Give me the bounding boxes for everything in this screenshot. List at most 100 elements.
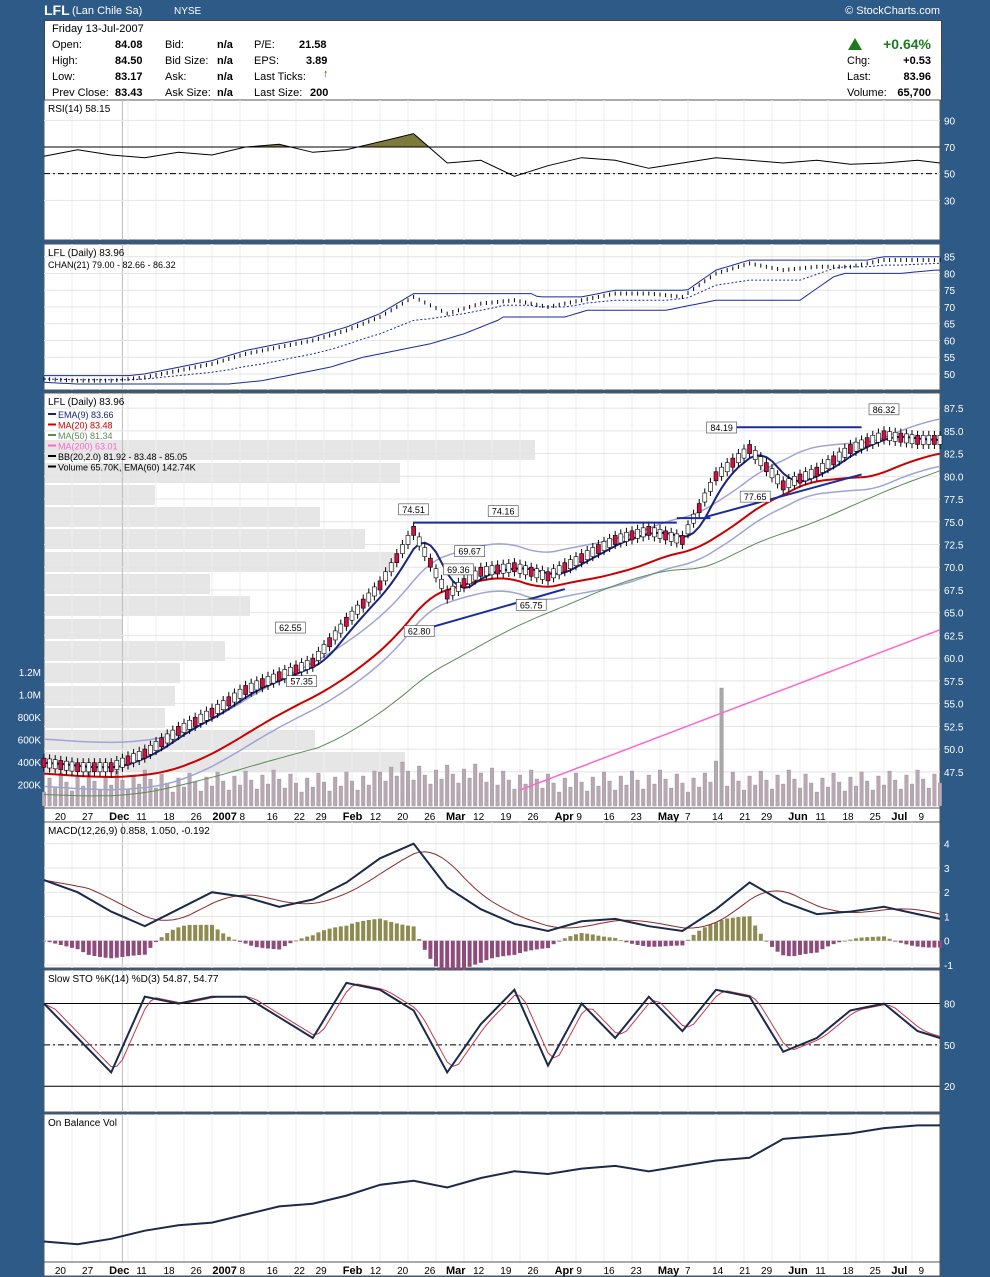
macd-histogram-bar [182, 925, 186, 941]
volume-bar [378, 771, 382, 807]
candle-body [58, 760, 64, 770]
chg-label: Chg: [847, 55, 871, 67]
price-annotation-box [706, 421, 737, 434]
macd-histogram-bar [579, 933, 584, 941]
volume-bar [288, 773, 293, 807]
macd-histogram-bar [361, 920, 366, 941]
date-tick-label: 11 [136, 812, 147, 823]
candle-body [260, 678, 265, 689]
volume-bar [842, 790, 847, 807]
volume-bar [758, 770, 763, 807]
candle-body [640, 527, 646, 538]
candle-body [836, 451, 842, 462]
volume-bar [596, 785, 601, 807]
macd-histogram-bar [546, 940, 550, 949]
volume-tick-label: 600K [18, 736, 42, 747]
volume-bar [926, 787, 931, 807]
candle-body [80, 762, 86, 773]
candle-body [181, 723, 187, 733]
macd-histogram-bar [64, 940, 69, 947]
y-tick-label: 1 [944, 912, 950, 923]
macd-histogram-bar [540, 940, 545, 949]
exchange: NYSE [174, 6, 202, 17]
symbol: LFL [44, 2, 70, 18]
macd-histogram-bar [445, 940, 450, 977]
date-tick-label: 22 [294, 812, 306, 823]
y-tick-label: 70.0 [944, 563, 964, 574]
volume-bar [372, 770, 377, 807]
candle-body [220, 700, 226, 710]
date-tick-label: 20 [397, 1266, 409, 1277]
volume-bar [669, 787, 674, 807]
candle-body [612, 535, 618, 545]
y-tick-label: 82.5 [944, 450, 964, 461]
obv-line [43, 1124, 940, 1246]
date-tick-label: 26 [191, 812, 203, 823]
volume-bar [882, 784, 886, 807]
date-tick-label: Feb [343, 1265, 363, 1277]
volume-bar [910, 783, 914, 807]
candle-body [842, 447, 848, 458]
y-tick-label: 85 [944, 253, 956, 264]
candle-body [243, 685, 248, 695]
open-label: Open: [52, 39, 82, 51]
candle-body [321, 644, 327, 654]
candle-body [310, 657, 316, 668]
price-annotation: 62.55 [279, 623, 302, 633]
bollinger-upper-line [43, 418, 941, 744]
candle-body [764, 462, 769, 473]
date-tick-label: 12 [473, 1266, 485, 1277]
candle-body [153, 741, 159, 751]
date-tick-label: Apr [555, 811, 575, 823]
date-tick-label: 26 [527, 1266, 539, 1277]
date-tick-label: Jun [788, 1265, 808, 1277]
candle-body [898, 432, 904, 443]
candle-body [500, 563, 506, 574]
volume-bar [204, 776, 209, 807]
macd-histogram-bar [148, 940, 153, 948]
date-tick-label: 8 [240, 812, 246, 823]
price-legend-item: BB(20,2.0) 81.92 - 83.48 - 85.05 [58, 452, 187, 462]
candle-body [657, 529, 663, 539]
volume-bar [803, 773, 808, 807]
candle-body [254, 680, 260, 691]
macd-histogram-bar [406, 925, 410, 941]
y-tick-label: 4 [944, 840, 950, 851]
credit-link[interactable]: © StockCharts.com [845, 5, 940, 17]
y-tick-label: 80.0 [944, 472, 964, 483]
macd-histogram-bar [837, 940, 842, 943]
date-tick-label: 20 [55, 1266, 67, 1277]
trend-line [704, 473, 862, 519]
candle-body [915, 435, 920, 445]
macd-histogram-bar [848, 939, 853, 941]
macd-histogram-bar [792, 940, 797, 957]
volume-bar [277, 778, 282, 807]
panel-title: Slow STO %K(14) %D(3) 54.87, 54.77 [48, 974, 219, 985]
candle-body [780, 480, 786, 491]
last-label: Last: [847, 71, 871, 83]
candle-body [708, 482, 713, 492]
volume-bar [870, 789, 875, 807]
candle-body [64, 760, 69, 771]
candle-body [629, 530, 635, 541]
macd-histogram-bar [658, 940, 662, 947]
candle-body [52, 759, 58, 770]
y-tick-label: 65.0 [944, 609, 964, 620]
volume-bar [742, 789, 746, 807]
macd-histogram-bar [820, 940, 825, 950]
volume-bar [770, 788, 774, 807]
volume-bar [238, 784, 242, 807]
last-value: 83.96 [903, 71, 931, 83]
macd-histogram-bar [596, 935, 601, 941]
volume-bar [562, 777, 567, 807]
macd-histogram-bar [613, 937, 618, 941]
price-annotation-box [515, 599, 547, 611]
channel-lower-line [43, 269, 940, 385]
price-annotation: 69.36 [447, 565, 470, 575]
volume-bar [859, 771, 864, 807]
date-tick-label: 27 [82, 812, 94, 823]
macd-histogram-bar [165, 933, 170, 941]
volume-bar [534, 778, 539, 807]
candle-body [814, 466, 820, 477]
